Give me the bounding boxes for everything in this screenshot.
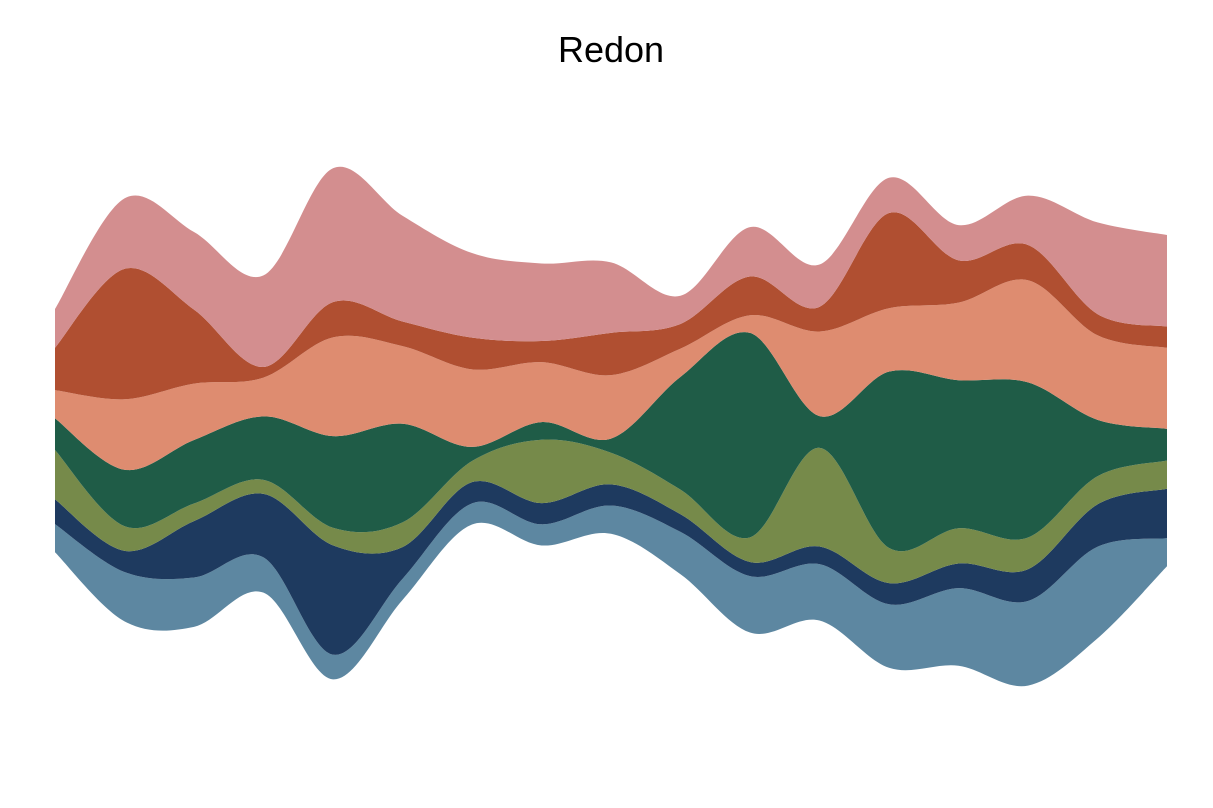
stream-layer-4 [55, 332, 1167, 552]
stream-layer-2 [55, 480, 1167, 655]
stream-layers [55, 166, 1167, 687]
stream-layer-5 [55, 279, 1167, 471]
stream-layer-6 [55, 212, 1167, 400]
stream-layer-1 [55, 501, 1167, 687]
stream-layer-7 [55, 166, 1167, 368]
chart-title: Redon [557, 29, 665, 70]
stream-layer-3 [55, 439, 1167, 584]
